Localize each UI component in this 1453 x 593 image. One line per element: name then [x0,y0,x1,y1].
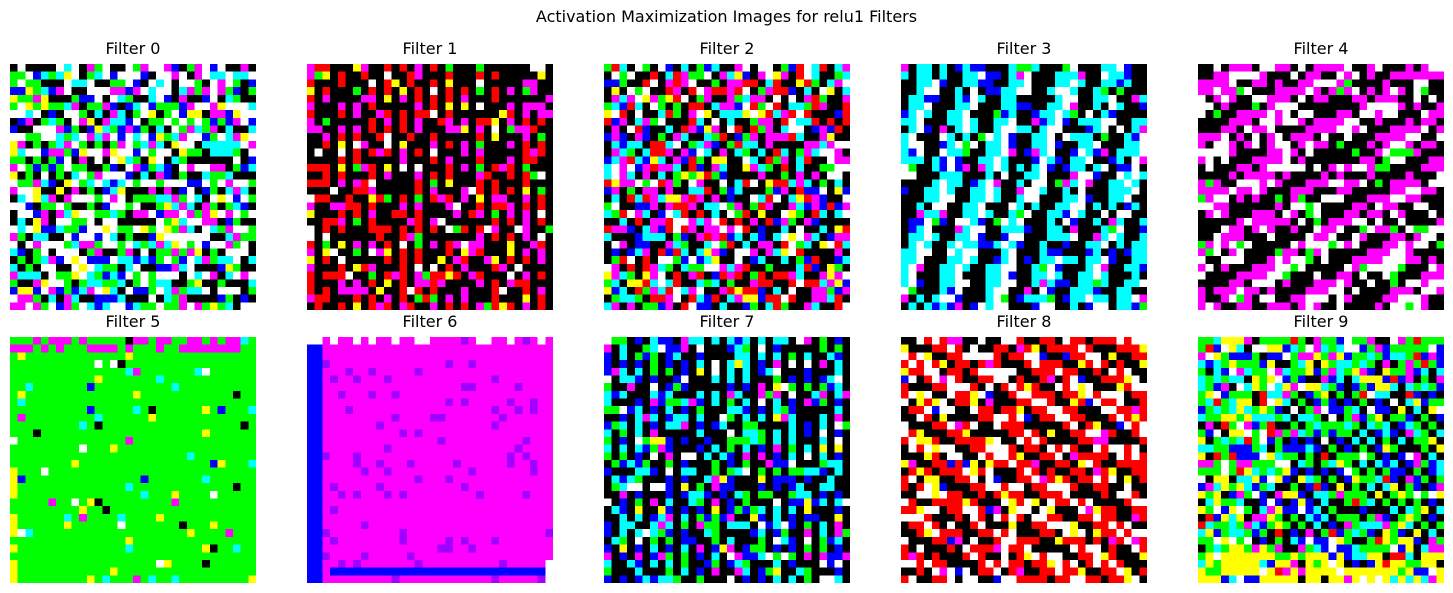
filter-title: Filter 5 [105,312,161,331]
filter-image [901,337,1147,583]
filter-image [1198,337,1444,583]
filter-image [604,64,850,310]
filter-image [1198,64,1444,310]
figure-title: Activation Maximization Images for relu1… [535,7,918,26]
filter-image [307,64,553,310]
filter-title: Filter 1 [402,39,458,58]
filter-image [901,64,1147,310]
filter-title: Filter 6 [402,312,458,331]
filter-title: Filter 9 [1293,312,1349,331]
filter-image [10,337,256,583]
filter-title: Filter 4 [1293,39,1349,58]
filter-image [10,64,256,310]
filter-image [604,337,850,583]
filter-title: Filter 2 [699,39,755,58]
filter-title: Filter 0 [105,39,161,58]
filter-title: Filter 3 [996,39,1052,58]
filter-image [307,337,553,583]
filter-title: Filter 7 [699,312,755,331]
filter-title: Filter 8 [996,312,1052,331]
